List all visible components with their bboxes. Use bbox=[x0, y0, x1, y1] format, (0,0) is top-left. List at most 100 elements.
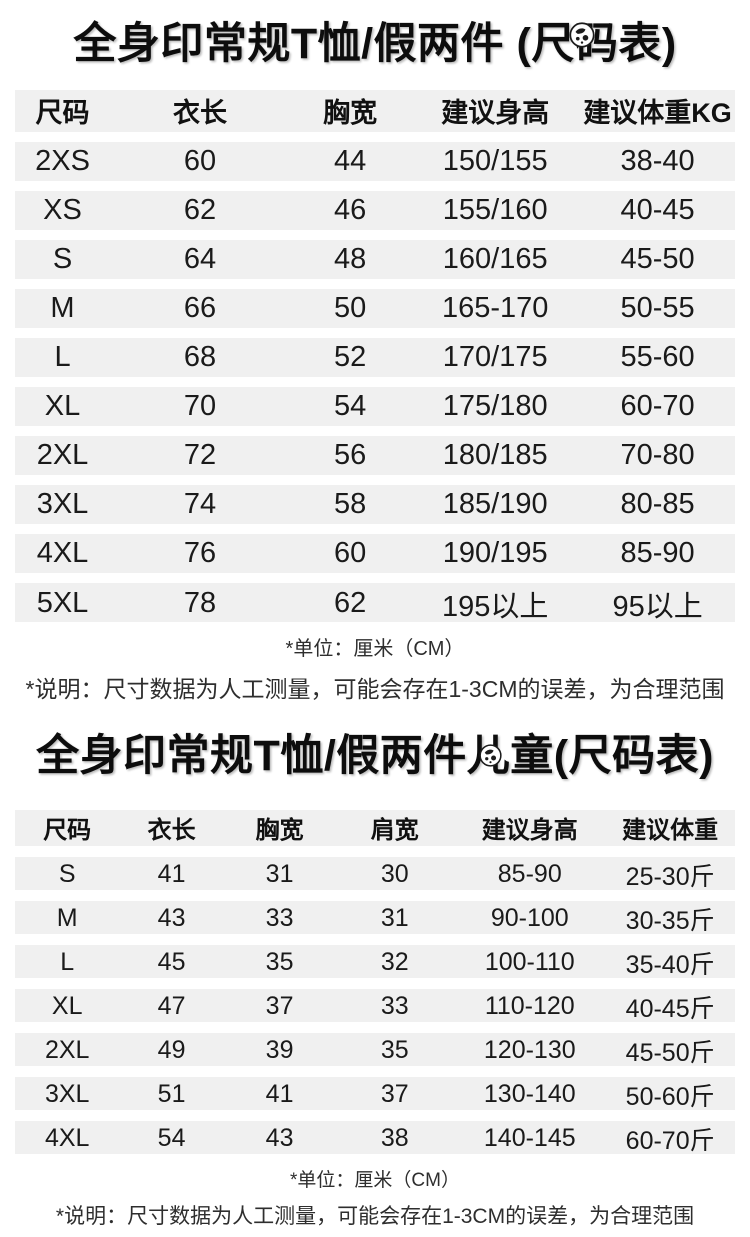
table-cell: 32 bbox=[380, 948, 409, 976]
table-cell: 47 bbox=[157, 992, 186, 1020]
table-cell: 60 bbox=[334, 536, 367, 569]
table-cell: 66 bbox=[183, 291, 217, 324]
adult-size-table: 尺码 衣长 胸宽 建议身高 建议体重KG 2XS 60 44 150/155 38-40 XS 62 4… bbox=[15, 89, 735, 623]
table-cell: 43 bbox=[265, 1124, 294, 1152]
table-cell: 41 bbox=[265, 1080, 294, 1108]
table-cell: 52 bbox=[334, 340, 367, 373]
table-cell: S bbox=[58, 860, 76, 888]
table-cell: 140-145 bbox=[483, 1124, 576, 1152]
table-cell: 37 bbox=[380, 1080, 409, 1108]
table-row: 2XS 60 44 150/155 38-40 bbox=[15, 141, 735, 181]
table-cell: 2XL bbox=[36, 438, 89, 471]
table-cell: 95以上 bbox=[612, 590, 703, 623]
column-header: 衣长 bbox=[173, 98, 228, 129]
table-cell: 39 bbox=[265, 1036, 294, 1064]
column-header: 建议体重 bbox=[622, 817, 719, 844]
table-cell: 4XL bbox=[44, 1124, 90, 1152]
table-cell: 55-60 bbox=[620, 340, 695, 373]
table-cell: 43 bbox=[157, 904, 186, 932]
column-header: 胸宽 bbox=[323, 98, 378, 129]
table-cell: 56 bbox=[334, 438, 367, 471]
table-cell: 38-40 bbox=[620, 144, 695, 177]
table-cell: 3XL bbox=[36, 487, 89, 520]
table-cell: 50 bbox=[334, 291, 367, 324]
table-cell: 48 bbox=[334, 242, 367, 275]
table-cell: 33 bbox=[380, 992, 409, 1020]
table-cell: 74 bbox=[183, 487, 217, 520]
table-cell: 195以上 bbox=[442, 590, 549, 623]
table-cell: 45-50 bbox=[620, 242, 695, 275]
table-row: XL 47 37 33 110-120 40-45斤 bbox=[15, 988, 735, 1023]
table-cell: 41 bbox=[157, 860, 186, 888]
table-cell: 31 bbox=[265, 860, 294, 888]
table-cell: 2XL bbox=[44, 1036, 90, 1064]
measurement-disclaimer: *说明：尺寸数据为人工测量，可能会存在1-3CM的误差，为合理范围 bbox=[25, 675, 725, 702]
table-cell: 64 bbox=[183, 242, 217, 275]
table-cell: 85-90 bbox=[497, 860, 562, 888]
table-cell: 31 bbox=[380, 904, 409, 932]
table-cell: 110-120 bbox=[484, 992, 575, 1020]
table-cell: 5XL bbox=[36, 587, 89, 620]
table-cell: 175/180 bbox=[442, 389, 548, 422]
table-cell: 62 bbox=[183, 193, 217, 226]
column-header: 建议体重KG bbox=[583, 98, 732, 129]
table-row: S 64 48 160/165 45-50 bbox=[15, 239, 735, 279]
kids-size-table: 尺码 衣长 胸宽 肩宽 建议身高 建议体重 S 41 31 30 85-90 25-30斤 M 43 33 3… bbox=[15, 809, 735, 1155]
table-cell: 58 bbox=[334, 487, 367, 520]
table-row: S 41 31 30 85-90 25-30斤 bbox=[15, 856, 735, 891]
table-cell: 35 bbox=[380, 1036, 409, 1064]
table-cell: 180/185 bbox=[442, 438, 548, 471]
table-row: XL 70 54 175/180 60-70 bbox=[15, 386, 735, 426]
table-cell: 44 bbox=[334, 144, 367, 177]
sticker-ball-icon bbox=[569, 22, 595, 48]
table-cell: XL bbox=[44, 389, 81, 422]
table-cell: 76 bbox=[183, 536, 217, 569]
column-header: 建议身高 bbox=[481, 817, 578, 844]
table-cell: 46 bbox=[334, 193, 367, 226]
table-cell: 85-90 bbox=[620, 536, 695, 569]
table-cell: 40-45 bbox=[620, 193, 695, 226]
table-row: 3XL 51 41 37 130-140 50-60斤 bbox=[15, 1076, 735, 1111]
table-cell: 54 bbox=[334, 389, 367, 422]
table-cell: 3XL bbox=[44, 1080, 90, 1108]
table-cell: 60-70斤 bbox=[625, 1126, 715, 1155]
table-cell: 90-100 bbox=[490, 904, 569, 932]
column-header: 衣长 bbox=[147, 817, 196, 844]
table-cell: 160/165 bbox=[442, 242, 548, 275]
column-header: 尺码 bbox=[35, 98, 90, 129]
table-cell: XL bbox=[51, 992, 83, 1020]
table-cell: 165-170 bbox=[442, 291, 549, 324]
table-cell: 4XL bbox=[36, 536, 89, 569]
column-header: 肩宽 bbox=[370, 817, 419, 844]
table-cell: 155/160 bbox=[442, 193, 548, 226]
table-header-row: 尺码 衣长 胸宽 肩宽 建议身高 建议体重 bbox=[15, 809, 735, 846]
table-cell: 72 bbox=[183, 438, 217, 471]
table-cell: S bbox=[52, 242, 73, 275]
table-cell: 120-130 bbox=[483, 1036, 576, 1064]
table-row: XS 62 46 155/160 40-45 bbox=[15, 190, 735, 230]
table-cell: 25-30斤 bbox=[625, 862, 715, 891]
sticker-ball-icon bbox=[479, 744, 502, 767]
table-cell: 33 bbox=[265, 904, 294, 932]
table-cell: 170/175 bbox=[442, 340, 548, 373]
table-cell: 2XS bbox=[35, 144, 90, 177]
table-cell: 45 bbox=[157, 948, 186, 976]
unit-note: *单位：厘米（CM） bbox=[285, 637, 465, 660]
kids-title-text: 全身印常规T恤/假两件儿童(尺码表) bbox=[36, 731, 714, 780]
table-cell: 60 bbox=[183, 144, 217, 177]
table-cell: 35 bbox=[265, 948, 294, 976]
unit-note: *单位：厘米（CM） bbox=[290, 1169, 460, 1191]
table-cell: 30-35斤 bbox=[625, 906, 715, 935]
table-cell: 130-140 bbox=[483, 1080, 576, 1108]
table-cell: 78 bbox=[183, 587, 217, 620]
table-cell: 38 bbox=[380, 1124, 409, 1152]
table-cell: 49 bbox=[157, 1036, 186, 1064]
table-cell: L bbox=[54, 340, 71, 373]
table-row: 4XL 54 43 38 140-145 60-70斤 bbox=[15, 1120, 735, 1155]
table-row: M 66 50 165-170 50-55 bbox=[15, 288, 735, 328]
table-cell: 54 bbox=[157, 1124, 186, 1152]
column-header: 尺码 bbox=[43, 817, 92, 844]
column-header: 胸宽 bbox=[255, 817, 304, 844]
table-cell: 62 bbox=[334, 587, 367, 620]
adult-size-chart-title: 全身印常规T恤/假两件 (尺码表) bbox=[0, 0, 750, 72]
